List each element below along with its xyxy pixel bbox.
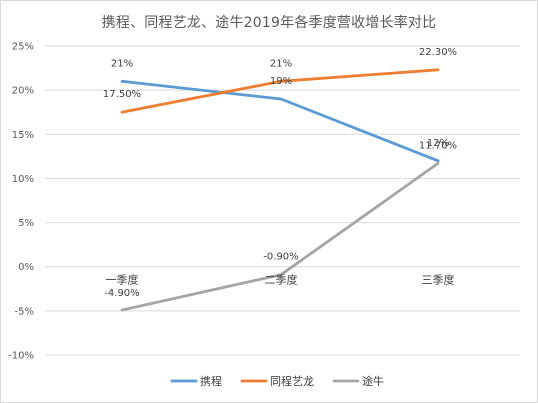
gridlines: [45, 45, 520, 356]
data-label-tuniu: -4.90%: [104, 288, 139, 299]
x-category-label: 二季度: [265, 273, 298, 287]
y-tick-label: 25%: [12, 42, 34, 53]
data-label-tuniu: 11.70%: [419, 140, 457, 151]
data-label-tongcheng-yilong: 21%: [270, 58, 292, 69]
y-tick-label: 5%: [18, 218, 34, 229]
chart-title: 携程、同程艺龙、途牛2019年各季度营收增长率对比: [101, 15, 437, 31]
legend-label-xiecheng: 携程: [200, 374, 222, 388]
data-labels: 21% 19% 12% 17.50% 21% 22.30% -4.90% -0.90% 11.7…: [103, 47, 457, 299]
y-axis-tick-labels: 25% 20% 15% 10% 5% 0% -5% -10%: [8, 42, 34, 362]
data-label-tongcheng-yilong: 22.30%: [419, 47, 457, 58]
legend-label-tuniu: 途牛: [362, 374, 384, 388]
y-tick-label: -10%: [8, 351, 34, 362]
data-label-tongcheng-yilong: 17.50%: [103, 89, 141, 100]
series-line-xiecheng: [120, 79, 440, 163]
y-tick-label: -5%: [15, 306, 34, 317]
data-label-xiecheng: 12%: [427, 138, 449, 149]
y-tick-label: 0%: [18, 262, 34, 273]
series-line-tuniu: [120, 161, 440, 312]
y-tick-label: 10%: [12, 174, 34, 185]
x-category-label: 三季度: [422, 273, 455, 287]
x-axis-category-labels: 一季度 二季度 三季度: [106, 273, 455, 287]
series-lines: [120, 68, 440, 312]
y-tick-label: 20%: [12, 86, 34, 97]
x-category-label: 一季度: [106, 273, 139, 287]
data-label-xiecheng: 21%: [111, 58, 133, 69]
legend: 携程 同程艺龙 途牛: [170, 374, 384, 388]
series-line-tongcheng-yilong: [120, 68, 440, 114]
y-tick-label: 15%: [12, 130, 34, 141]
data-label-xiecheng: 19%: [270, 76, 292, 87]
data-label-tuniu: -0.90%: [263, 252, 298, 263]
legend-label-tongcheng-yilong: 同程艺龙: [270, 375, 314, 388]
